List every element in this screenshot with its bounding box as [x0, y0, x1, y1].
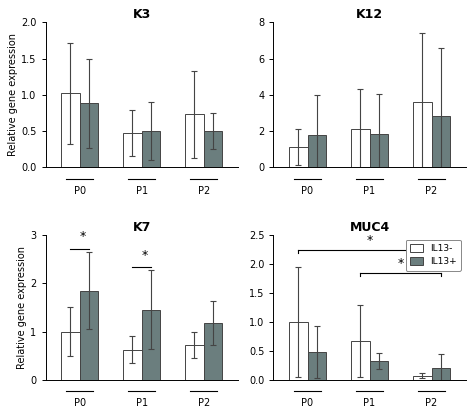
Bar: [61, 93, 80, 167]
Text: P0: P0: [301, 186, 314, 196]
Bar: [308, 135, 326, 167]
Bar: [123, 133, 142, 167]
Legend: IL13-, IL13+: IL13-, IL13+: [406, 240, 461, 271]
Bar: [142, 131, 160, 167]
Y-axis label: Relative gene expression: Relative gene expression: [18, 246, 27, 369]
Bar: [185, 114, 204, 167]
Bar: [370, 361, 388, 380]
Bar: [431, 368, 450, 380]
Text: P1: P1: [136, 399, 148, 409]
Bar: [308, 352, 326, 380]
Text: *: *: [79, 230, 85, 244]
Title: K12: K12: [356, 8, 383, 21]
Bar: [413, 102, 431, 167]
Bar: [289, 322, 308, 380]
Title: K7: K7: [132, 221, 151, 234]
Text: P2: P2: [426, 399, 438, 409]
Bar: [289, 147, 308, 167]
Text: P2: P2: [426, 186, 438, 196]
Bar: [61, 332, 80, 380]
Title: MUC4: MUC4: [349, 221, 390, 234]
Bar: [185, 344, 204, 380]
Text: P0: P0: [301, 399, 314, 409]
Text: P2: P2: [198, 399, 210, 409]
Y-axis label: Relative gene expression: Relative gene expression: [9, 33, 18, 156]
Title: K3: K3: [133, 8, 151, 21]
Bar: [142, 310, 160, 380]
Bar: [80, 291, 98, 380]
Bar: [123, 350, 142, 380]
Text: P0: P0: [73, 186, 86, 196]
Bar: [80, 103, 98, 167]
Bar: [431, 116, 450, 167]
Text: *: *: [366, 234, 373, 247]
Text: *: *: [397, 257, 404, 270]
Text: *: *: [141, 249, 147, 261]
Bar: [370, 133, 388, 167]
Bar: [204, 323, 222, 380]
Bar: [351, 129, 370, 167]
Text: P0: P0: [73, 399, 86, 409]
Bar: [413, 376, 431, 380]
Text: P2: P2: [198, 186, 210, 196]
Bar: [204, 131, 222, 167]
Bar: [351, 341, 370, 380]
Text: P1: P1: [364, 186, 375, 196]
Text: P1: P1: [136, 186, 148, 196]
Text: P1: P1: [364, 399, 375, 409]
